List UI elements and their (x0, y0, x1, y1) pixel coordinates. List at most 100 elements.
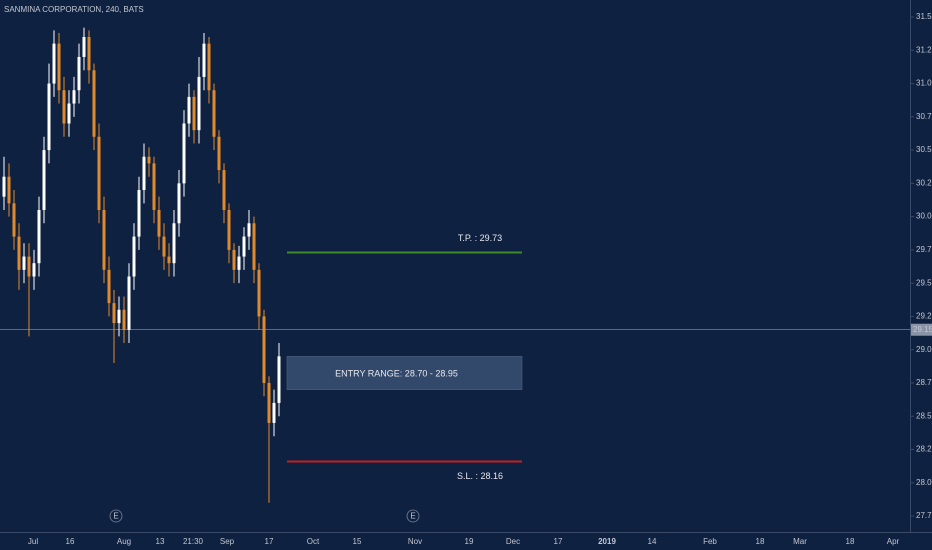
candle-body (152, 163, 156, 210)
y-tick-label: 28.50 (916, 411, 932, 420)
candle-body (97, 136, 101, 210)
candle-body (247, 223, 251, 237)
candle-body (187, 96, 191, 124)
candle-body (87, 36, 91, 71)
candle-body (272, 402, 276, 423)
candle-body (202, 43, 206, 77)
entry-label: ENTRY RANGE: 28.70 - 28.95 (335, 368, 458, 378)
x-tick-label: 18 (756, 537, 765, 546)
candle-body (112, 303, 116, 324)
x-tick-label: Feb (703, 537, 717, 546)
earnings-label: E (113, 512, 118, 521)
candle-body (132, 236, 136, 277)
earnings-marker (406, 509, 420, 523)
candle-body (157, 209, 161, 237)
candle-body (32, 263, 36, 277)
candle-body (17, 236, 21, 270)
take-profit-label: T.P. : 29.73 (458, 233, 502, 243)
x-tick-label: Sep (220, 537, 235, 546)
candle-body (222, 170, 226, 210)
candle-body (147, 156, 151, 164)
x-tick-label: 17 (554, 537, 563, 546)
candle-body (177, 183, 181, 224)
candle-body (67, 103, 71, 124)
y-tick-label: 27.75 (916, 511, 932, 520)
candle-body (182, 123, 186, 184)
candle-body (102, 209, 106, 270)
candle-body (257, 269, 261, 317)
candle-body (252, 223, 256, 270)
candle-body (192, 96, 196, 131)
chart-title: SANMINA CORPORATION, 240, BATS (4, 5, 144, 14)
x-tick-label: 2019 (598, 537, 616, 546)
y-tick-label: 28.75 (916, 378, 932, 387)
candle-body (277, 356, 281, 403)
y-tick-label: 30.50 (916, 145, 932, 154)
candle-body (22, 256, 26, 270)
x-tick-label: 19 (465, 537, 474, 546)
last-price-label: 29.15 (913, 325, 932, 334)
candle-body (117, 309, 121, 324)
earnings-marker (109, 509, 123, 523)
y-tick-label: 29.00 (916, 345, 932, 354)
y-tick-label: 31.00 (916, 79, 932, 88)
y-tick-label: 28.00 (916, 478, 932, 487)
candle-body (57, 43, 61, 91)
candle-body (167, 256, 171, 264)
candle-body (142, 156, 146, 191)
candle-body (27, 256, 31, 277)
x-tick-label: 21:30 (183, 537, 204, 546)
y-tick-label: 29.50 (916, 278, 932, 287)
candle-body (262, 316, 266, 383)
x-tick-label: Oct (307, 537, 320, 546)
earnings-label: E (410, 512, 415, 521)
y-tick-label: 30.75 (916, 112, 932, 121)
candle-body (172, 223, 176, 264)
candle-body (267, 382, 271, 423)
x-tick-label: Aug (117, 537, 131, 546)
candle-body (12, 203, 16, 237)
candle-body (137, 190, 141, 237)
x-tick-label: Apr (887, 537, 900, 546)
y-tick-label: 28.25 (916, 445, 932, 454)
candle-body (212, 90, 216, 137)
candle-body (82, 36, 86, 57)
x-tick-label: 15 (353, 537, 362, 546)
y-tick-label: 31.25 (916, 45, 932, 54)
y-tick-label: 30.25 (916, 178, 932, 187)
candle-body (232, 249, 236, 270)
candle-body (197, 76, 201, 131)
candle-body (47, 83, 51, 151)
candle-body (77, 56, 81, 91)
candle-body (2, 176, 6, 197)
entry-zone (286, 356, 523, 390)
candle-body (242, 236, 246, 257)
candle-body (37, 209, 41, 264)
x-tick-label: 14 (648, 537, 657, 546)
y-tick-label: 30.00 (916, 212, 932, 221)
x-tick-label: 18 (846, 537, 855, 546)
candle-body (162, 236, 166, 257)
stop-loss-label: S.L. : 28.16 (457, 471, 503, 481)
x-tick-label: Jul (28, 537, 38, 546)
candle-body (122, 309, 126, 330)
candle-body (72, 90, 76, 104)
candle-body (52, 43, 56, 84)
x-tick-label: Mar (793, 537, 807, 546)
candle-body (42, 150, 46, 210)
candle-body (62, 90, 66, 124)
y-tick-label: 31.50 (916, 12, 932, 21)
x-tick-label: 17 (265, 537, 274, 546)
candle-body (217, 136, 221, 171)
candle-body (7, 176, 11, 204)
x-tick-label: 13 (156, 537, 165, 546)
candle-body (92, 70, 96, 137)
last-price-tag (911, 323, 932, 336)
x-tick-label: Dec (506, 537, 520, 546)
y-tick-label: 29.75 (916, 245, 932, 254)
candle-body (127, 276, 131, 330)
candle-body (227, 209, 231, 250)
